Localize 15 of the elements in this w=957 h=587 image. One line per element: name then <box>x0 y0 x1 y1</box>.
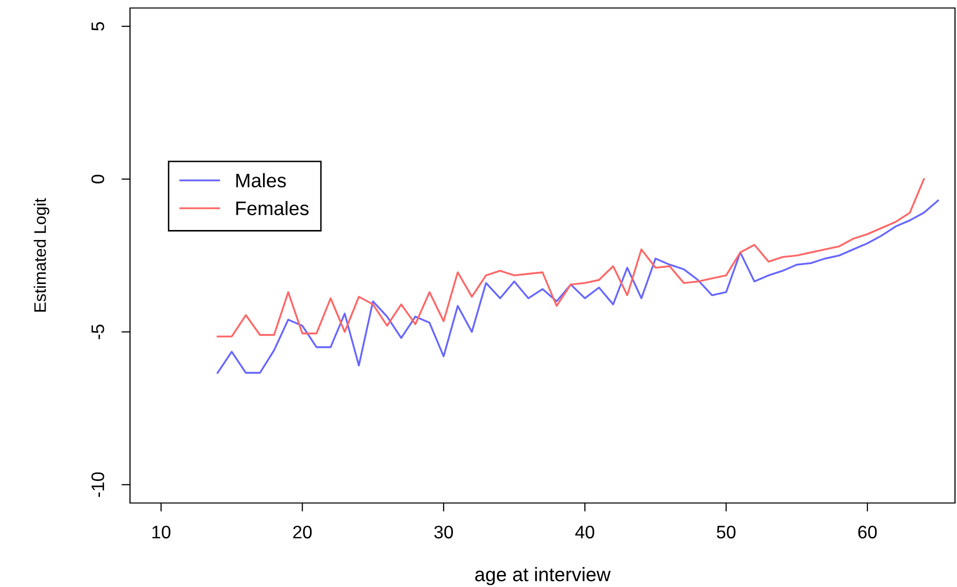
x-tick-label: 40 <box>575 526 594 538</box>
x-tick-label: 60 <box>858 526 877 538</box>
y-tick-label: -10 <box>91 472 104 497</box>
x-axis-title: age at interview <box>475 567 611 586</box>
y-tick-label: 5 <box>92 22 104 31</box>
x-tick-label: 10 <box>152 526 170 538</box>
y-tick-label: -5 <box>92 324 104 340</box>
y-tick-label: 0 <box>91 174 104 184</box>
x-tick-label: 50 <box>716 526 736 538</box>
x-tick-label: 20 <box>293 526 312 538</box>
y-axis-title: Estimated Logit <box>34 198 50 312</box>
legend-label: Females <box>236 200 309 216</box>
x-tick-label: 30 <box>434 526 453 538</box>
line-series <box>216 200 939 374</box>
legend-label: Males <box>236 173 286 188</box>
